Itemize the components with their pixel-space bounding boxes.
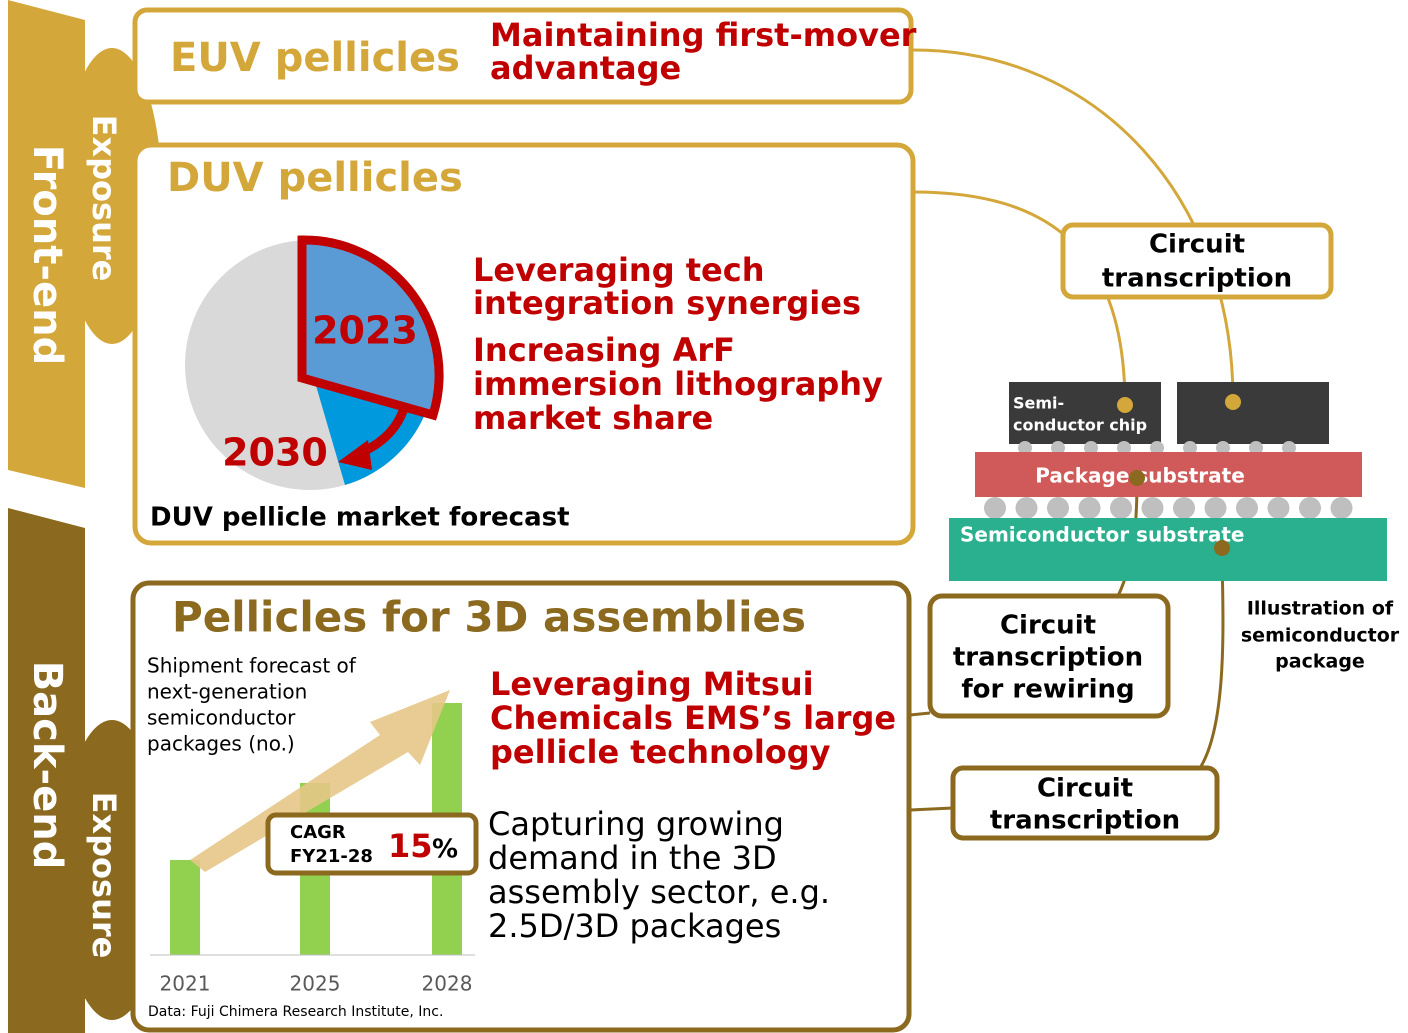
- ball: [1016, 497, 1038, 519]
- ball: [1205, 497, 1227, 519]
- assembly-point: pellicle technology: [490, 733, 831, 771]
- solder-balls: [984, 497, 1353, 519]
- chart-caption: semiconductor: [147, 706, 296, 730]
- dot: [1214, 540, 1230, 556]
- cagr-unit: %: [432, 835, 458, 865]
- ball: [1047, 497, 1069, 519]
- side-subtitle: Exposure: [85, 115, 123, 282]
- assembly-body: 2.5D/3D packages: [488, 907, 781, 945]
- illustration-caption: semiconductor: [1241, 625, 1400, 647]
- callout-text: transcription: [1102, 264, 1292, 294]
- euv-title: EUV pellicles: [170, 35, 460, 81]
- ball: [1268, 497, 1290, 519]
- year-label: 2025: [290, 972, 341, 996]
- ball: [1173, 497, 1195, 519]
- euv-tagline: advantage: [490, 49, 681, 87]
- ball: [1142, 497, 1164, 519]
- callout-text: transcription: [953, 643, 1143, 673]
- cagr-value: 15: [388, 827, 433, 865]
- side-title: Front-end: [24, 145, 70, 365]
- callout-text: Circuit: [1149, 230, 1245, 260]
- cagr-label: CAGR: [290, 822, 346, 843]
- ball: [1236, 497, 1258, 519]
- ball: [984, 497, 1006, 519]
- ball: [1110, 497, 1132, 519]
- chart-caption: Shipment forecast of: [147, 654, 357, 678]
- chip: [1009, 382, 1161, 444]
- chart-caption: next-generation: [147, 680, 307, 704]
- ball: [1331, 497, 1353, 519]
- illustration-caption: package: [1275, 651, 1365, 673]
- ball: [1299, 497, 1321, 519]
- duv-point: integration synergies: [473, 284, 861, 322]
- cagr-label: FY21-28: [290, 846, 373, 867]
- assembly-point: Leveraging Mitsui: [490, 665, 814, 703]
- callout-text: Circuit: [1037, 774, 1133, 804]
- callout-text: for rewiring: [961, 675, 1134, 705]
- chip-label: conductor chip: [1013, 416, 1147, 435]
- pie-label: 2023: [312, 309, 418, 353]
- pie-label: 2030: [222, 431, 328, 475]
- duv-title: DUV pellicles: [167, 155, 463, 201]
- ball: [1079, 497, 1101, 519]
- assembly-body: assembly sector, e.g.: [488, 873, 830, 911]
- callout-text: Circuit: [1000, 611, 1096, 641]
- duv-point: Increasing ArF: [473, 331, 735, 369]
- assembly-body: Capturing growing: [488, 805, 784, 843]
- chip: [1177, 382, 1329, 444]
- duv-point: market share: [473, 399, 713, 437]
- assembly-title: Pellicles for 3D assemblies: [172, 593, 806, 642]
- pie-caption: DUV pellicle market forecast: [150, 503, 570, 533]
- diagram: Front-end Exposure Back-end Exposure EUV…: [0, 0, 1408, 1033]
- duv-point: immersion lithography: [473, 365, 883, 403]
- assembly-body: demand in the 3D: [488, 839, 777, 877]
- dot: [1117, 397, 1133, 413]
- chart-caption: packages (no.): [147, 732, 295, 756]
- year-label: 2021: [160, 972, 211, 996]
- substrate-label: Semiconductor substrate: [960, 523, 1244, 547]
- year-label: 2028: [422, 972, 473, 996]
- side-title: Back-end: [24, 661, 70, 870]
- illustration-caption: Illustration of: [1247, 598, 1394, 620]
- bar-illustration: [170, 860, 200, 955]
- dot: [1129, 470, 1145, 486]
- dot: [1225, 394, 1241, 410]
- assembly-point: Chemicals EMS’s large: [490, 699, 896, 737]
- side-subtitle: Exposure: [85, 792, 123, 959]
- chip-label: Semi-: [1013, 394, 1064, 413]
- callout-text: transcription: [990, 806, 1180, 836]
- source: Data: Fuji Chimera Research Institute, I…: [148, 1004, 443, 1020]
